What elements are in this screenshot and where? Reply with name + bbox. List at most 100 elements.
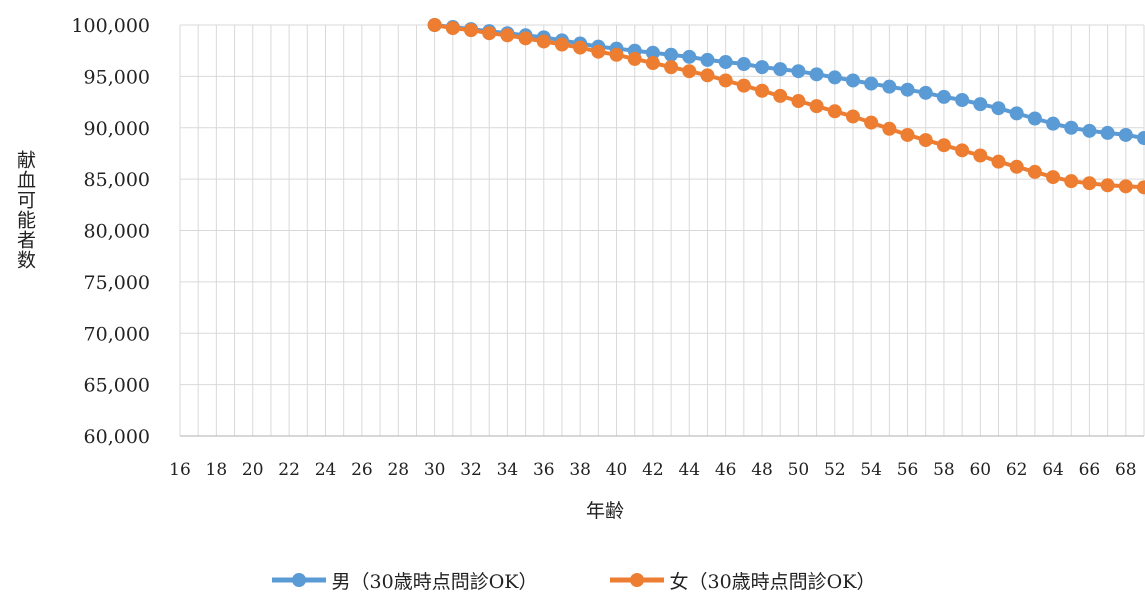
- data-point-series-1: [882, 121, 897, 136]
- series-line-1: [434, 23, 1145, 190]
- data-point-series-1: [809, 99, 824, 114]
- data-point-series-1: [936, 138, 951, 153]
- data-point-series-0: [773, 62, 788, 77]
- data-point-series-1: [664, 60, 679, 75]
- data-point-series-0: [1064, 120, 1079, 135]
- data-point-series-0: [736, 57, 751, 72]
- x-tick-label: 42: [642, 460, 664, 480]
- data-point-series-0: [827, 70, 842, 85]
- data-point-series-1: [682, 64, 697, 79]
- data-point-series-1: [1082, 176, 1097, 191]
- data-point-series-1: [1137, 180, 1145, 195]
- data-point-series-1: [718, 73, 733, 88]
- data-point-series-1: [1118, 179, 1133, 194]
- y-tick-label: 65,000: [84, 375, 150, 397]
- x-tick-label: 64: [1042, 460, 1064, 480]
- x-tick-label: 38: [569, 460, 591, 480]
- data-point-series-1: [1046, 170, 1061, 185]
- data-point-series-1: [845, 109, 860, 124]
- data-point-series-0: [718, 54, 733, 69]
- data-point-series-1: [573, 40, 588, 55]
- x-tick-label: 46: [715, 460, 737, 480]
- legend-label-female: 女（30歳時点問診OK）: [669, 570, 876, 593]
- data-point-series-1: [955, 143, 970, 158]
- data-point-series-1: [609, 47, 624, 62]
- data-point-series-0: [845, 73, 860, 88]
- data-point-series-1: [591, 44, 606, 59]
- data-point-series-0: [991, 101, 1006, 116]
- data-point-series-1: [773, 88, 788, 103]
- data-point-series-0: [700, 52, 715, 67]
- y-tick-label: 90,000: [84, 118, 150, 140]
- x-axis-title: 年齢: [585, 500, 624, 522]
- y-tick-label: 100,000: [71, 15, 150, 37]
- data-point-series-1: [755, 83, 770, 98]
- y-tick-label: 85,000: [84, 169, 150, 191]
- data-point-series-0: [645, 45, 660, 60]
- data-point-series-0: [809, 67, 824, 82]
- y-tick-label: 95,000: [84, 66, 150, 88]
- data-point-series-1: [445, 21, 460, 36]
- data-point-series-1: [973, 148, 988, 163]
- x-tick-label: 26: [351, 460, 373, 480]
- x-tick-label: 28: [387, 460, 409, 480]
- x-tick-label: 24: [315, 460, 337, 480]
- x-tick-label: 52: [824, 460, 846, 480]
- x-tick-label: 36: [533, 460, 555, 480]
- data-point-series-1: [827, 104, 842, 119]
- data-point-series-0: [1027, 111, 1042, 126]
- legend-item-male: 男（30歳時点問診OK）: [270, 567, 538, 594]
- data-point-series-0: [864, 76, 879, 91]
- x-tick-label: 44: [678, 460, 700, 480]
- x-tick-label: 54: [860, 460, 882, 480]
- x-tick-label: 48: [751, 460, 773, 480]
- x-tick-label: 16: [169, 460, 191, 480]
- data-point-series-0: [664, 47, 679, 62]
- data-point-series-0: [973, 97, 988, 112]
- data-point-series-0: [1137, 131, 1145, 146]
- y-tick-label: 60,000: [84, 426, 150, 448]
- x-tick-label: 32: [460, 460, 482, 480]
- x-tick-label: 20: [242, 460, 264, 480]
- y-tick-label: 80,000: [84, 221, 150, 243]
- data-point-series-0: [755, 60, 770, 75]
- data-point-series-0: [1009, 106, 1024, 121]
- data-point-series-1: [464, 23, 479, 38]
- data-point-series-0: [1046, 116, 1061, 131]
- data-point-series-0: [1082, 123, 1097, 138]
- data-point-series-1: [900, 127, 915, 142]
- data-point-series-0: [936, 89, 951, 104]
- data-point-series-0: [882, 79, 897, 94]
- data-point-series-1: [1027, 164, 1042, 179]
- x-tick-label: 60: [969, 460, 991, 480]
- data-point-series-1: [736, 78, 751, 93]
- data-point-series-1: [554, 37, 569, 52]
- data-point-series-1: [1009, 159, 1024, 174]
- x-tick-label: 18: [206, 460, 228, 480]
- data-point-series-1: [791, 94, 806, 109]
- data-point-series-0: [1118, 127, 1133, 142]
- legend-marker-female: [609, 573, 664, 587]
- data-point-series-1: [1064, 174, 1079, 189]
- data-point-series-0: [900, 82, 915, 97]
- data-point-series-1: [482, 26, 497, 41]
- legend-label-male: 男（30歳時点問診OK）: [331, 570, 538, 593]
- data-point-series-0: [955, 93, 970, 108]
- legend: 男（30歳時点問診OK） 女（30歳時点問診OK）: [0, 566, 1145, 594]
- x-tick-label: 40: [606, 460, 628, 480]
- y-tick-label: 70,000: [84, 323, 150, 345]
- data-point-series-1: [627, 51, 642, 66]
- data-point-series-1: [918, 133, 933, 148]
- data-point-series-1: [500, 28, 515, 43]
- legend-item-female: 女（30歳時点問診OK）: [608, 567, 876, 594]
- x-tick-label: 66: [1079, 460, 1101, 480]
- data-point-series-1: [1100, 178, 1115, 193]
- x-tick-label: 62: [1006, 460, 1028, 480]
- series-line-0: [434, 23, 1145, 140]
- data-point-series-1: [645, 56, 660, 71]
- data-point-series-0: [1100, 125, 1115, 140]
- data-point-series-1: [700, 68, 715, 83]
- data-point-series-0: [682, 49, 697, 64]
